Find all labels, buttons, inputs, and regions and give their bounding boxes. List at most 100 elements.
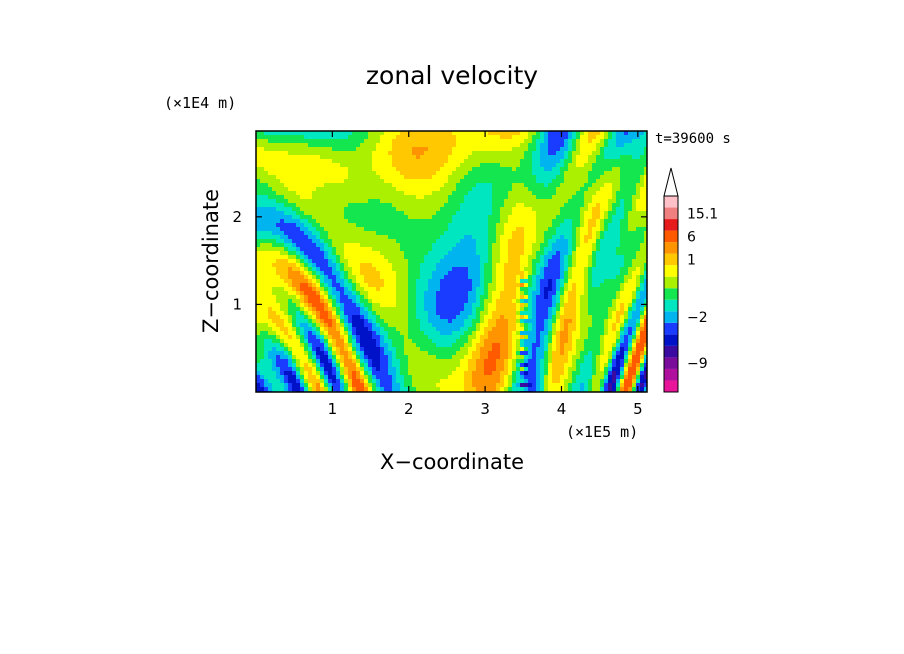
field-cell <box>316 303 321 308</box>
field-cell <box>644 211 648 216</box>
field-cell <box>596 243 601 248</box>
field-cell <box>292 235 297 240</box>
field-cell <box>452 139 457 144</box>
field-cell <box>564 151 569 156</box>
field-cell <box>320 139 325 144</box>
field-cell <box>256 307 261 312</box>
y-unit-label: (×1E4 m) <box>164 94 236 112</box>
field-cell <box>332 167 337 172</box>
field-cell <box>560 131 565 136</box>
field-cell <box>288 311 293 316</box>
field-cell <box>312 143 317 148</box>
field-cell <box>616 147 621 152</box>
field-cell <box>564 327 569 332</box>
field-cell <box>612 219 617 224</box>
field-cell <box>476 155 481 160</box>
field-cell <box>264 143 269 148</box>
field-cell <box>584 187 589 192</box>
field-cell <box>344 267 349 272</box>
field-cell <box>516 159 521 164</box>
field-cell <box>496 131 501 136</box>
field-cell <box>320 219 325 224</box>
field-cell <box>472 223 477 228</box>
field-cell <box>452 251 457 256</box>
field-cell <box>256 183 261 188</box>
field-cell <box>268 251 273 256</box>
field-cell <box>284 155 289 160</box>
field-cell <box>332 131 337 136</box>
field-cell <box>552 255 557 260</box>
field-cell <box>396 147 401 152</box>
field-cell <box>388 259 393 264</box>
field-cell <box>588 187 593 192</box>
field-cell <box>536 303 541 308</box>
field-cell <box>364 143 369 148</box>
field-cell <box>456 139 461 144</box>
field-cell <box>400 267 405 272</box>
field-cell <box>508 235 513 240</box>
field-cell <box>428 247 433 252</box>
field-cell <box>428 159 433 164</box>
field-cell <box>408 155 413 160</box>
field-cell <box>580 303 585 308</box>
field-cell <box>336 323 341 328</box>
field-cell <box>352 239 357 244</box>
field-cell <box>544 231 549 236</box>
field-cell <box>568 299 573 304</box>
field-cell <box>620 199 625 204</box>
field-cell <box>404 291 409 296</box>
field-cell <box>260 155 265 160</box>
field-cell <box>640 287 645 292</box>
field-cell <box>564 211 569 216</box>
field-cell <box>588 315 593 320</box>
field-cell <box>316 163 321 168</box>
field-cell <box>584 259 589 264</box>
field-cell <box>404 159 409 164</box>
field-cell <box>380 195 385 200</box>
field-cell <box>464 255 469 260</box>
field-cell <box>272 167 277 172</box>
field-cell <box>272 275 277 280</box>
field-cell <box>256 155 261 160</box>
field-cell <box>508 295 513 300</box>
field-cell <box>436 331 441 336</box>
field-cell <box>272 223 277 228</box>
field-cell <box>460 311 465 316</box>
field-cell <box>588 287 593 292</box>
field-cell <box>456 175 461 180</box>
field-cell <box>292 279 297 284</box>
field-cell <box>488 219 493 224</box>
field-cell <box>416 151 421 156</box>
field-cell <box>628 295 633 300</box>
field-cell <box>432 251 437 256</box>
field-cell <box>532 319 537 324</box>
field-cell <box>576 315 581 320</box>
field-cell <box>312 179 317 184</box>
field-cell <box>524 187 529 192</box>
field-cell <box>628 219 633 224</box>
field-cell <box>368 227 373 232</box>
field-cell <box>420 251 425 256</box>
field-cell <box>500 271 505 276</box>
field-cell <box>624 259 629 264</box>
field-cell <box>296 171 301 176</box>
field-cell <box>376 207 381 212</box>
field-cell <box>624 327 629 332</box>
field-cell <box>496 331 501 336</box>
field-cell <box>488 147 493 152</box>
field-cell <box>624 143 629 148</box>
field-cell <box>508 151 513 156</box>
field-cell <box>372 131 377 136</box>
field-cell <box>392 163 397 168</box>
field-cell <box>528 151 533 156</box>
field-cell <box>400 163 405 168</box>
field-cell <box>544 183 549 188</box>
field-cell <box>520 311 525 316</box>
field-cell <box>508 259 513 264</box>
field-cell <box>496 175 501 180</box>
field-cell <box>480 211 485 216</box>
field-cell <box>412 279 417 284</box>
field-cell <box>400 195 405 200</box>
field-cell <box>540 143 545 148</box>
field-cell <box>412 171 417 176</box>
